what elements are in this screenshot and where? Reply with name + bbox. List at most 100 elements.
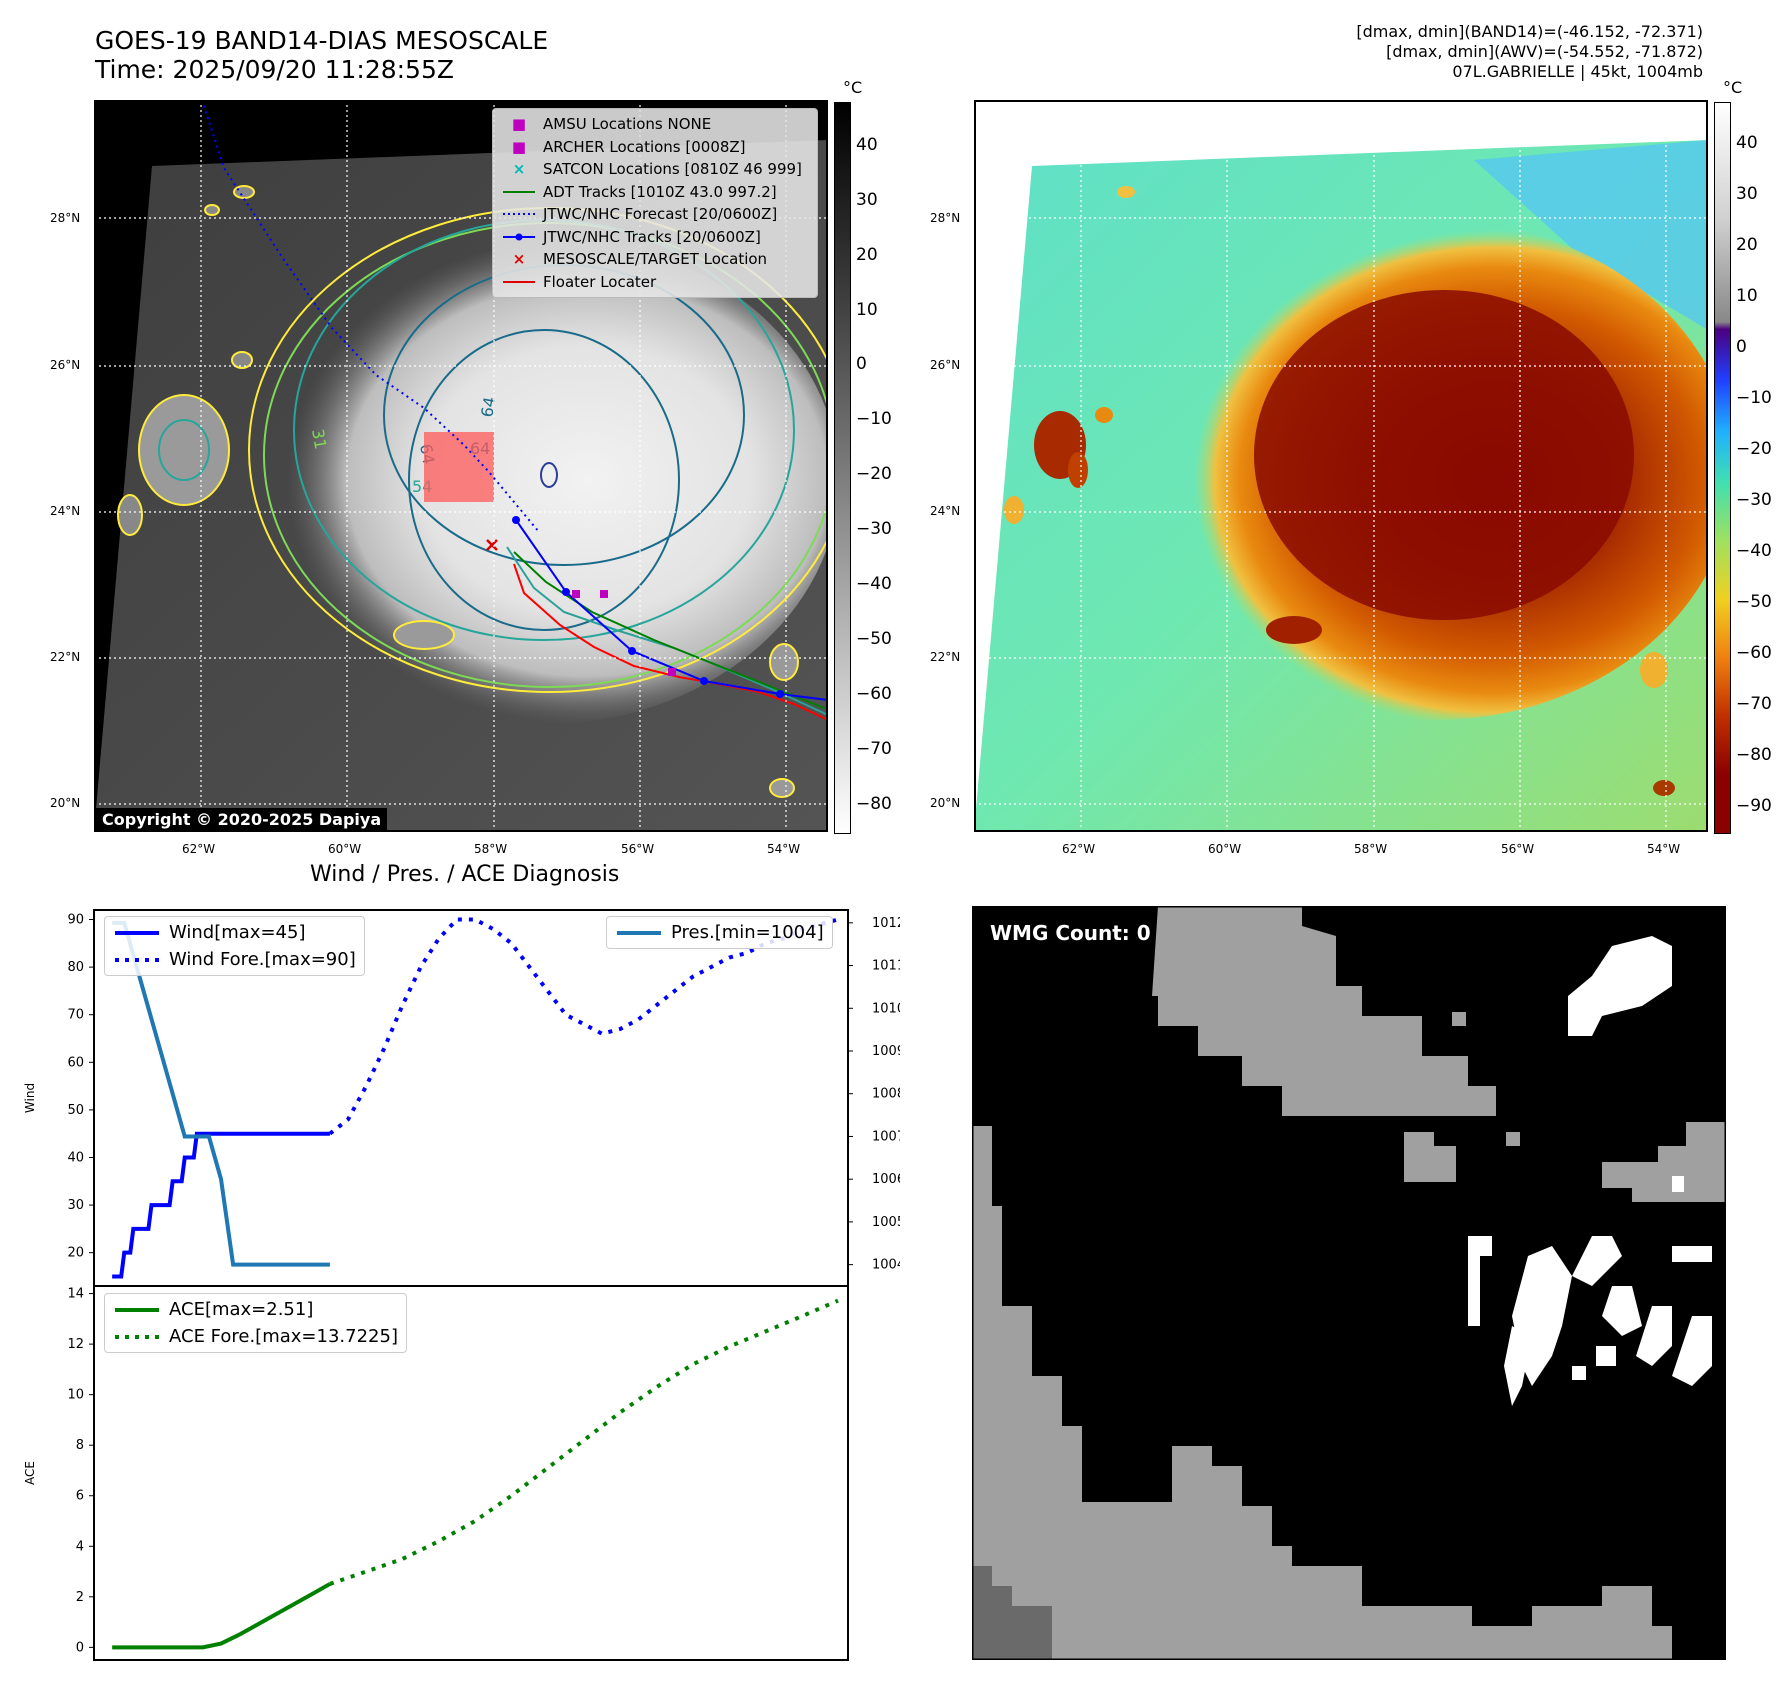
lon-label: 62°W (1062, 842, 1096, 856)
legend-item: ■ ARCHER Locations [0008Z] (501, 136, 809, 159)
colorbar-tick: −10 (1736, 387, 1772, 408)
y2-tick-label: 1004 (872, 1258, 900, 1273)
colorbar-unit: °C (843, 78, 863, 97)
lon-label: 56°W (621, 842, 655, 856)
lat-label: 26°N (930, 358, 961, 372)
dotted-line-icon (115, 1334, 159, 1339)
contour-label: 31 (308, 427, 330, 450)
y-tick-label: 8 (76, 1438, 84, 1453)
y-tick-label: 30 (67, 1198, 84, 1213)
lat-label: 26°N (50, 358, 81, 372)
colorbar-tick: 0 (856, 354, 867, 375)
colorbar-tick: 40 (856, 134, 878, 155)
colorbar-tick: 20 (856, 244, 878, 265)
legend-item: Wind Fore.[max=90] (113, 946, 356, 973)
colorbar-tick: 30 (1736, 183, 1758, 204)
floater-track (513, 563, 828, 721)
lon-label: 58°W (474, 842, 508, 856)
info-line-1: [dmax, dmin](BAND14)=(-46.152, -72.371) (1356, 22, 1703, 41)
lat-label: 22°N (50, 650, 81, 664)
ace-plot-frame (93, 1285, 849, 1661)
ace-forecast-line (329, 1298, 839, 1586)
legend-item: × SATCON Locations [0810Z 46 999] (501, 158, 809, 181)
wind-forecast-line (328, 917, 839, 1136)
y-tick-label: 60 (67, 1055, 84, 1070)
square-marker-icon: ■ (511, 115, 527, 133)
lon-label: 56°W (1501, 842, 1535, 856)
solid-line-icon (115, 1307, 159, 1312)
colorbar-gray (834, 102, 851, 834)
line-marker-icon (501, 271, 537, 294)
ir-map-color (974, 100, 1708, 832)
colorbar-tick: −80 (1736, 745, 1772, 766)
y-tick-label: 40 (67, 1150, 84, 1165)
lat-label: 24°N (930, 504, 961, 518)
y-tick-label: 20 (67, 1246, 84, 1261)
legend-item: JTWC/NHC Forecast [20/0600Z] (501, 203, 809, 226)
lat-label: 20°N (50, 796, 81, 810)
y2-tick-label: 1010 (872, 1001, 900, 1016)
colorbar-color (1714, 102, 1731, 834)
pressure-series-line (112, 920, 330, 1267)
lat-label: 20°N (930, 796, 961, 810)
line-marker-icon (501, 181, 537, 204)
y2-tick-label: 1009 (872, 1044, 900, 1059)
lon-label: 58°W (1354, 842, 1388, 856)
line-dot-marker-icon (501, 226, 537, 249)
lon-label: 54°W (767, 842, 801, 856)
title-line-1: GOES-19 BAND14-DIAS MESOSCALE (95, 26, 549, 55)
colorbar-tick: −40 (856, 574, 892, 595)
jtwc-track (515, 519, 828, 701)
colorbar-tick: −20 (1736, 438, 1772, 459)
forecast-track (201, 100, 540, 533)
legend-item: ADT Tracks [1010Z 43.0 997.2] (501, 181, 809, 204)
colorbar-tick: 20 (1736, 234, 1758, 255)
diagnosis-chart: 2030405060708090100410051006100710081009… (23, 909, 900, 1661)
y-tick-label: 80 (67, 960, 84, 975)
lat-label: 24°N (50, 504, 81, 518)
legend-item: Wind[max=45] (113, 919, 356, 946)
solid-line-icon (617, 930, 661, 935)
colorbar-tick: −90 (1736, 796, 1772, 817)
lat-label: 28°N (50, 211, 81, 225)
ace-series-line (112, 1582, 331, 1650)
ace-legend: ACE[max=2.51] ACE Fore.[max=13.7225] (104, 1293, 407, 1353)
y-tick-label: 70 (67, 1008, 84, 1023)
wmg-count: WMG Count: 0 (990, 921, 1151, 945)
colorbar-tick: −20 (856, 464, 892, 485)
figure-title: GOES-19 BAND14-DIAS MESOSCALE Time: 2025… (95, 26, 548, 84)
colorbar-tick: 30 (856, 189, 878, 210)
colorbar-tick: −30 (856, 519, 892, 540)
colorbar-tick: −40 (1736, 541, 1772, 562)
solid-line-icon (115, 930, 159, 935)
x-marker-icon: × (512, 160, 526, 178)
map-legend: ■ AMSU Locations NONE ■ ARCHER Locations [… (492, 108, 818, 298)
y-tick-label: 2 (76, 1590, 84, 1605)
y-tick-label: 50 (67, 1103, 84, 1118)
legend-item: JTWC/NHC Tracks [20/0600Z] (501, 226, 809, 249)
y2-tick-label: 1005 (872, 1215, 900, 1230)
y-axis-label: Wind (23, 1083, 37, 1113)
dotted-line-icon (115, 957, 159, 962)
colorbar-tick: −80 (856, 793, 892, 814)
colorbar-tick: 10 (1736, 285, 1758, 306)
cloud-shield (239, 235, 828, 725)
colorbar-tick: −70 (856, 738, 892, 759)
legend-item: Pres.[min=1004] (615, 919, 824, 946)
satcon-track (506, 546, 828, 716)
y2-tick-label: 1008 (872, 1087, 900, 1102)
lon-label: 54°W (1647, 842, 1681, 856)
colorbar-tick: −70 (1736, 694, 1772, 715)
y2-tick-label: 1006 (872, 1172, 900, 1187)
map-gridlines (974, 100, 1708, 832)
colorbar-tick: −10 (856, 409, 892, 430)
info-line-3: 07L.GABRIELLE | 45kt, 1004mb (1452, 62, 1703, 81)
lat-label: 22°N (930, 650, 961, 664)
colorbar-unit: °C (1723, 78, 1743, 97)
legend-item: ACE Fore.[max=13.7225] (113, 1323, 398, 1350)
legend-item: Floater Locater (501, 271, 809, 294)
colorbar-tick: −60 (1736, 643, 1772, 664)
colorbar-tick: 0 (1736, 336, 1747, 357)
